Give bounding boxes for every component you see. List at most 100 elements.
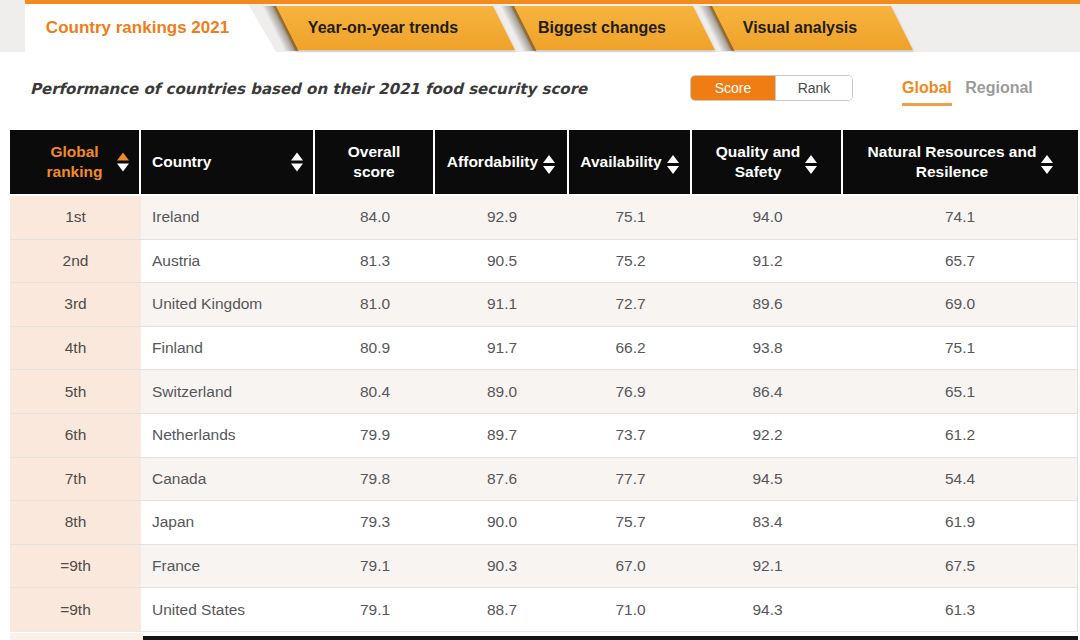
- cell-country: Finland: [141, 327, 315, 370]
- cell-rank: 7th: [10, 458, 141, 501]
- sort-desc-icon: [1041, 166, 1053, 174]
- table-row: 4thFinland80.991.766.293.875.1: [10, 327, 1078, 371]
- cell-rank: 3rd: [10, 283, 141, 326]
- tab-country-rankings[interactable]: Country rankings 2021: [25, 4, 276, 52]
- cell-affordability: 87.6: [435, 458, 569, 501]
- score-toggle-button[interactable]: Score: [691, 76, 775, 100]
- cell-rank: 2nd: [10, 240, 141, 283]
- header-label: Country: [152, 152, 211, 172]
- cell-overall: 80.9: [315, 327, 435, 370]
- global-link[interactable]: Global: [902, 79, 952, 106]
- cell-affordability: 90.0: [435, 501, 569, 544]
- header-label: Availability: [580, 152, 661, 172]
- cell-availability: 76.9: [569, 370, 692, 413]
- cell-affordability: 91.1: [435, 283, 569, 326]
- tab-year-on-year-trends[interactable]: Year-on-year trends: [273, 6, 515, 50]
- sort-asc-icon: [117, 153, 129, 161]
- cell-rank: =9th: [10, 545, 141, 588]
- table-row: 3rdUnited Kingdom81.091.172.789.669.0: [10, 283, 1078, 327]
- header-cell-quality[interactable]: Quality andSafety: [692, 130, 843, 196]
- regional-link[interactable]: Regional: [965, 79, 1033, 96]
- cell-overall: 81.3: [315, 240, 435, 283]
- cell-overall: 79.1: [315, 588, 435, 631]
- cell-country: Austria: [141, 240, 315, 283]
- header-label: Natural Resources andResilence: [868, 142, 1037, 182]
- sort-asc-icon: [667, 155, 679, 163]
- tab-label: Year-on-year trends: [273, 6, 493, 50]
- sort-arrows-icon: [1041, 155, 1053, 174]
- header-label: Globalranking: [47, 142, 103, 182]
- table-row: 8thJapan79.390.075.783.461.9: [10, 501, 1078, 545]
- cell-natural: 69.0: [843, 283, 1078, 326]
- cell-rank: 1st: [10, 196, 141, 239]
- cell-affordability: 90.5: [435, 240, 569, 283]
- cell-availability: 77.7: [569, 458, 692, 501]
- cell-availability: 71.0: [569, 588, 692, 631]
- cell-affordability: 91.7: [435, 327, 569, 370]
- cell-natural: 54.4: [843, 458, 1078, 501]
- cell-affordability: 89.0: [435, 370, 569, 413]
- cell-affordability: 89.7: [435, 414, 569, 457]
- cell-overall: 79.9: [315, 414, 435, 457]
- sort-arrows-icon: [805, 155, 817, 174]
- cell-availability: 66.2: [569, 327, 692, 370]
- cell-natural: 61.3: [843, 588, 1078, 631]
- sort-arrows-icon: [291, 153, 303, 172]
- header-label: Affordability: [447, 152, 538, 172]
- rank-column-continuation: [10, 633, 143, 640]
- cell-overall: 79.8: [315, 458, 435, 501]
- cell-affordability: 92.9: [435, 196, 569, 239]
- table-row: 5thSwitzerland80.489.076.986.465.1: [10, 370, 1078, 414]
- cell-quality: 94.0: [692, 196, 843, 239]
- score-rank-toggle: Score Rank: [690, 75, 853, 101]
- header-cell-natural[interactable]: Natural Resources andResilence: [843, 130, 1078, 196]
- cell-country: Ireland: [141, 196, 315, 239]
- table-header: Globalranking Country Overallscore Affordab…: [10, 130, 1078, 196]
- sort-desc-icon: [543, 166, 555, 174]
- cell-availability: 75.2: [569, 240, 692, 283]
- rank-toggle-button[interactable]: Rank: [775, 76, 852, 100]
- header-cell-country[interactable]: Country: [141, 130, 315, 196]
- cell-country: Japan: [141, 501, 315, 544]
- cell-quality: 94.5: [692, 458, 843, 501]
- cell-overall: 80.4: [315, 370, 435, 413]
- cell-natural: 65.7: [843, 240, 1078, 283]
- sort-asc-icon: [543, 155, 555, 163]
- rankings-table: Globalranking Country Overallscore Affordab…: [10, 130, 1078, 632]
- table-row: 6thNetherlands79.989.773.792.261.2: [10, 414, 1078, 458]
- cell-natural: 75.1: [843, 327, 1078, 370]
- cell-affordability: 90.3: [435, 545, 569, 588]
- cell-rank: 6th: [10, 414, 141, 457]
- cell-quality: 94.3: [692, 588, 843, 631]
- table-row: 7thCanada79.887.677.794.554.4: [10, 458, 1078, 502]
- tab-label: Visual analysis: [709, 6, 891, 50]
- tab-bar: Country rankings 2021 Year-on-year trend…: [0, 0, 1080, 52]
- page-title: Performance of countries based on their …: [30, 80, 587, 98]
- sort-asc-icon: [805, 155, 817, 163]
- table-row: 1stIreland84.092.975.194.074.1: [10, 196, 1078, 240]
- tab-label: Biggest changes: [511, 6, 693, 50]
- sort-asc-icon: [291, 153, 303, 161]
- header-cell-rank[interactable]: Globalranking: [10, 130, 141, 196]
- cell-country: United States: [141, 588, 315, 631]
- cell-overall: 79.3: [315, 501, 435, 544]
- tab-visual-analysis[interactable]: Visual analysis: [709, 6, 913, 50]
- header-label: Quality andSafety: [716, 142, 800, 182]
- header-cell-availability[interactable]: Availability: [569, 130, 692, 196]
- page: Country rankings 2021 Year-on-year trend…: [0, 0, 1080, 640]
- header-label: Overallscore: [348, 142, 401, 182]
- cell-overall: 79.1: [315, 545, 435, 588]
- cell-natural: 61.9: [843, 501, 1078, 544]
- next-header-row-cutoff: [143, 636, 1078, 640]
- cell-quality: 93.8: [692, 327, 843, 370]
- sort-desc-icon: [805, 166, 817, 174]
- sort-arrows-icon: [667, 155, 679, 174]
- cell-natural: 65.1: [843, 370, 1078, 413]
- tab-biggest-changes[interactable]: Biggest changes: [511, 6, 715, 50]
- cell-overall: 84.0: [315, 196, 435, 239]
- header-cell-affordability[interactable]: Affordability: [435, 130, 569, 196]
- subheader: Performance of countries based on their …: [0, 52, 1080, 130]
- scope-switch: Global Regional: [902, 79, 1033, 106]
- cell-natural: 61.2: [843, 414, 1078, 457]
- cell-availability: 75.7: [569, 501, 692, 544]
